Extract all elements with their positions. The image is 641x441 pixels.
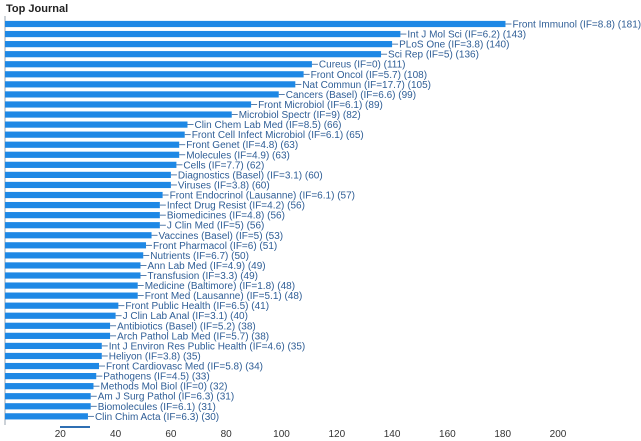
bar-label: Diagnostics (Basel) (IF=3.1) (60) xyxy=(178,170,323,181)
bar-label: Sci Rep (IF=5) (136) xyxy=(388,50,479,61)
bar-label: Nat Commun (IF=17.7) (105) xyxy=(302,80,431,91)
chart-title: Top Journal xyxy=(6,3,69,15)
bar-label: Microbiol Spectr (IF=9) (82) xyxy=(239,110,361,121)
bar-label: Viruses (IF=3.8) (60) xyxy=(178,180,270,191)
bar-label: Clin Chim Acta (IF=6.3) (30) xyxy=(95,412,219,423)
bar-label: Clin Chem Lab Med (IF=8.5) (66) xyxy=(194,120,341,131)
bar xyxy=(5,111,232,118)
bar-label: J Clin Lab Anal (IF=3.1) (40) xyxy=(123,311,248,322)
bar xyxy=(5,393,91,400)
bar-label: Front Pharmacol (IF=6) (51) xyxy=(153,241,277,252)
bar-label: Transfusion (IF=3.3) (49) xyxy=(147,271,258,282)
bar-label: J Clin Med (IF=5) (56) xyxy=(167,221,265,232)
x-tick-label: 200 xyxy=(550,429,567,440)
bar-label: Biomedicines (IF=4.8) (56) xyxy=(167,211,285,222)
bar-label: Int J Mol Sci (IF=6.2) (143) xyxy=(407,30,526,41)
bar xyxy=(5,332,111,339)
bar-label: Molecules (IF=4.9) (63) xyxy=(186,150,290,161)
bar xyxy=(5,61,312,68)
x-tick-label: 40 xyxy=(110,429,122,440)
bar-label: Front Public Health (IF=6.5) (41) xyxy=(125,301,269,312)
bar-label: Antibiotics (Basel) (IF=5.2) (38) xyxy=(117,321,256,332)
bar-label: Medicine (Baltimore) (IF=1.8) (48) xyxy=(145,281,295,292)
bar xyxy=(5,413,88,420)
bar-label: Arch Pathol Lab Med (IF=5.7) (38) xyxy=(117,331,269,342)
bar xyxy=(5,232,152,239)
bar xyxy=(5,403,91,410)
bar-label: PLoS One (IF=3.8) (140) xyxy=(399,40,509,51)
bar-label: Front Endocrinol (Lausanne) (IF=6.1) (57… xyxy=(170,191,355,202)
bar xyxy=(5,51,382,58)
bar xyxy=(5,272,141,279)
x-tick-label: 120 xyxy=(328,429,345,440)
bar xyxy=(5,141,180,148)
bar-label: Vaccines (Basel) (IF=5) (53) xyxy=(159,231,284,242)
bar xyxy=(5,101,252,108)
x-tick-label: 20 xyxy=(55,429,67,440)
bar-label: Ann Lab Med (IF=4.9) (49) xyxy=(147,261,265,272)
bar xyxy=(5,352,102,360)
bar-label: Front Microbiol (IF=6.1) (89) xyxy=(258,100,383,111)
bar-label: Cancers (Basel) (IF=6.6) (99) xyxy=(286,90,416,101)
bar xyxy=(5,373,97,380)
x-axis-scrollbar xyxy=(60,426,90,428)
bar xyxy=(5,181,171,189)
bar xyxy=(5,121,188,128)
bar xyxy=(5,292,138,299)
bar xyxy=(5,342,102,350)
bar-label: Nutrients (IF=6.7) (50) xyxy=(150,251,249,262)
bar-label: Infect Drug Resist (IF=4.2) (56) xyxy=(167,201,305,212)
bar xyxy=(5,362,100,370)
bar xyxy=(5,171,171,178)
x-tick-label: 80 xyxy=(221,429,233,440)
bar xyxy=(5,41,393,48)
x-tick-label: 100 xyxy=(273,429,290,440)
bar-label: Front Cell Infect Microbiol (IF=6.1) (65… xyxy=(192,130,364,141)
bar xyxy=(5,242,147,249)
bar-label: Front Immunol (IF=8.8) (181) xyxy=(512,20,641,31)
bar xyxy=(5,131,185,138)
bar-label: Front Oncol (IF=5.7) (108) xyxy=(311,70,427,81)
x-tick-label: 180 xyxy=(494,429,511,440)
bar xyxy=(5,20,506,28)
bar xyxy=(5,302,119,309)
bar-label: Cells (IF=7.7) (62) xyxy=(183,160,264,171)
bar-label: Biomolecules (IF=6.1) (31) xyxy=(98,402,216,413)
bar-label: Cureus (IF=0) (111) xyxy=(319,60,406,71)
bar xyxy=(5,151,180,158)
bar xyxy=(5,262,141,269)
bar-label: Am J Surg Pathol (IF=6.3) (31) xyxy=(98,392,234,403)
bar xyxy=(5,81,296,88)
bar xyxy=(5,161,177,168)
bar xyxy=(5,201,160,209)
bar xyxy=(5,383,94,390)
bar xyxy=(5,252,144,259)
bar xyxy=(5,91,279,98)
bar xyxy=(5,322,111,329)
bar-label: Front Med (Lausanne) (IF=5.1) (48) xyxy=(145,291,303,302)
x-tick-label: 140 xyxy=(384,429,401,440)
bar xyxy=(5,312,116,319)
bar-label: Heliyon (IF=3.8) (35) xyxy=(109,351,201,362)
bar xyxy=(5,222,160,229)
bar xyxy=(5,282,138,289)
x-tick-label: 160 xyxy=(439,429,456,440)
bar xyxy=(5,30,401,38)
bar-label: Front Genet (IF=4.8) (63) xyxy=(186,140,298,151)
x-tick-label: 60 xyxy=(165,429,177,440)
bar xyxy=(5,212,160,219)
bar-label: Pathogens (IF=4.5) (33) xyxy=(103,372,209,383)
bar-label: Methods Mol Biol (IF=0) (32) xyxy=(100,382,227,393)
bar-label: Int J Environ Res Public Health (IF=4.6)… xyxy=(109,341,305,352)
bar xyxy=(5,71,304,78)
bar xyxy=(5,191,163,199)
bar-label: Front Cardiovasc Med (IF=5.8) (34) xyxy=(106,362,263,373)
